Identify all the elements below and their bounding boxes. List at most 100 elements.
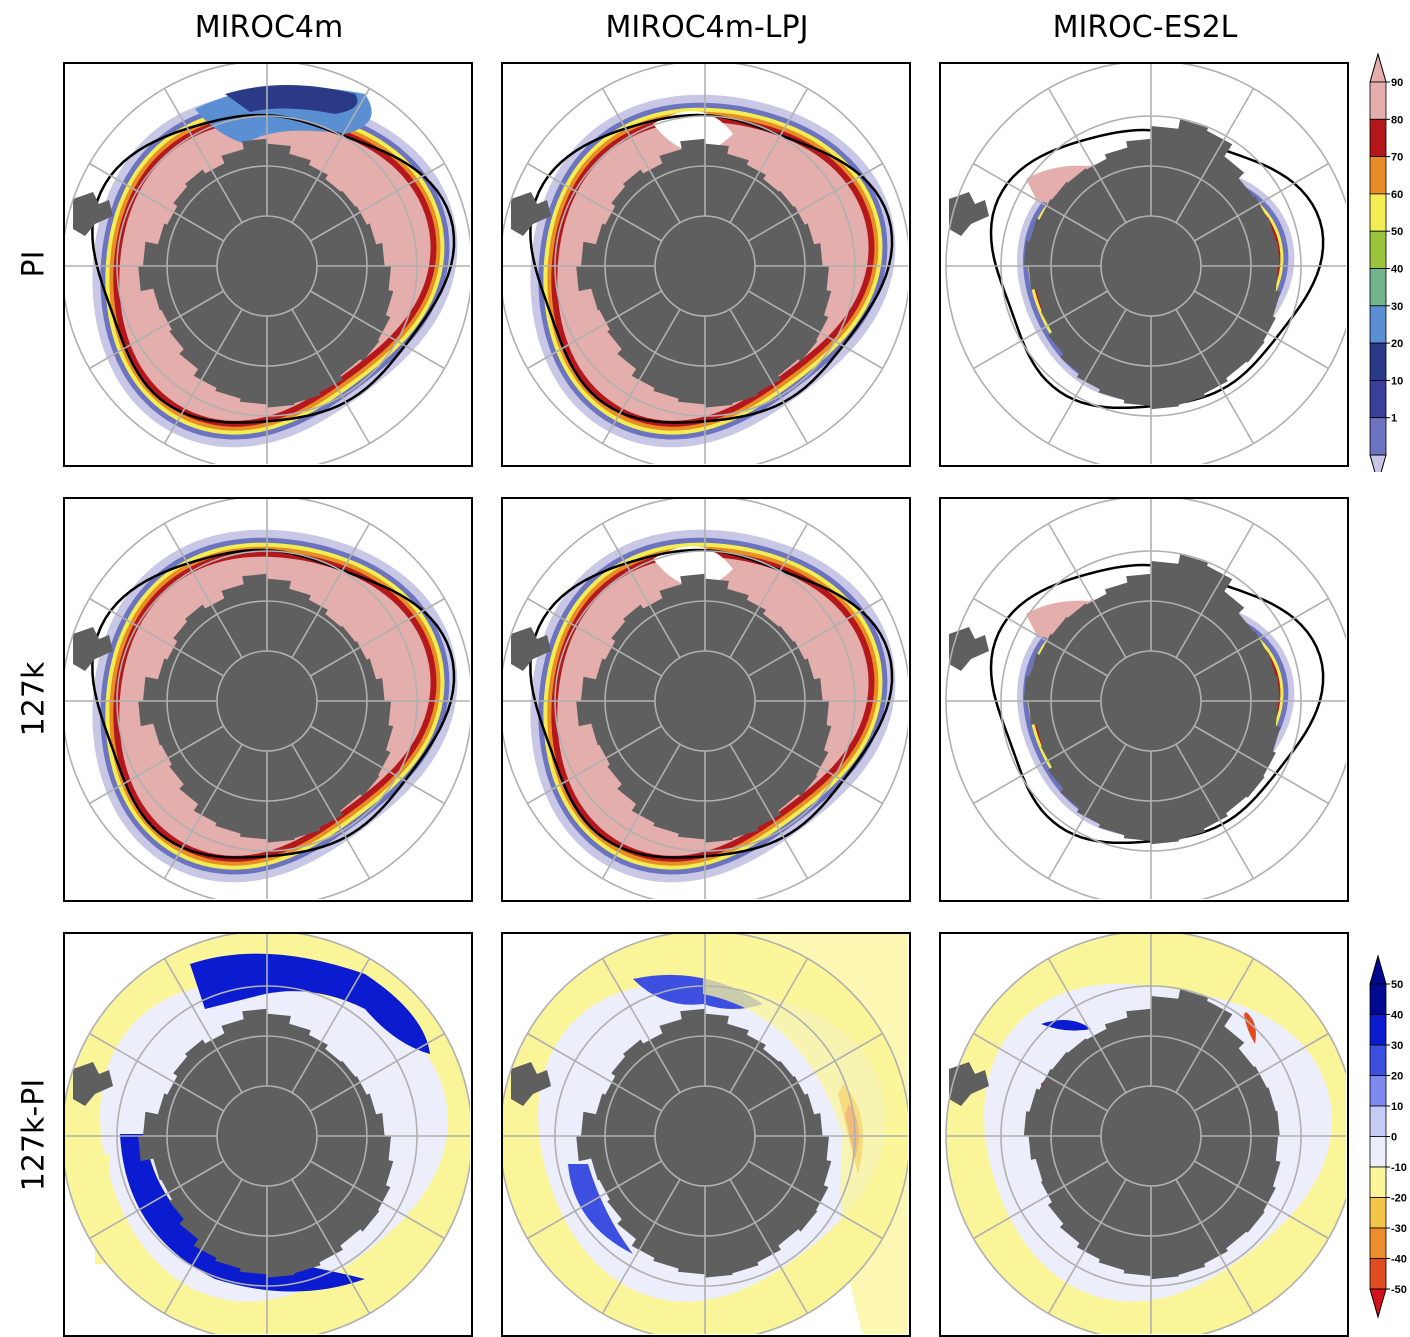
colorbar-segment xyxy=(1369,379,1387,419)
meridian-line xyxy=(729,743,809,879)
meridian-line xyxy=(729,1178,809,1314)
antarctic-continent xyxy=(576,138,832,408)
antarctic-continent xyxy=(576,573,832,843)
meridian-line xyxy=(89,1160,225,1240)
meridian-line xyxy=(729,523,809,659)
colorbar-tick-label: -40 xyxy=(1391,1254,1407,1266)
meridian-line xyxy=(527,1032,663,1112)
meridian-line xyxy=(1175,308,1255,444)
colorbar-segment xyxy=(1369,305,1387,344)
meridian-line xyxy=(729,308,809,444)
column-title-3: MIROC-ES2L xyxy=(1052,10,1238,45)
meridian-line xyxy=(747,162,883,242)
column-title-2: MIROC4m-LPJ xyxy=(605,10,809,45)
ice-free-sector xyxy=(643,64,908,154)
meridian-line xyxy=(309,597,445,677)
south-america-landmass xyxy=(949,627,989,671)
meridian-line xyxy=(601,88,681,224)
meridian-line xyxy=(163,308,243,444)
meridian-line xyxy=(89,290,225,370)
row-label-2: 127k xyxy=(16,661,52,737)
colorbar-segment xyxy=(1369,193,1387,232)
map-panel-pi-miroc4m-lpj xyxy=(501,62,911,467)
difference-negative-small xyxy=(95,1154,110,1264)
map-panel-127k-miroc-es2l xyxy=(939,497,1349,902)
antarctic-continent xyxy=(138,573,394,843)
meridian-line xyxy=(1175,743,1255,879)
meridian-line xyxy=(527,290,663,370)
colorbar-tick-label: 90 xyxy=(1391,77,1403,89)
colorbar-segment xyxy=(1369,417,1387,456)
meridian-line xyxy=(973,597,1109,677)
colorbar-segment xyxy=(1369,1227,1387,1259)
meridian-line xyxy=(601,743,681,879)
south-america-landmass xyxy=(511,627,551,671)
colorbar-min-arrow xyxy=(1369,1288,1387,1319)
difference-negative-small xyxy=(703,934,908,1334)
meridian-line xyxy=(1047,958,1127,1094)
difference-positive-large xyxy=(190,953,430,1054)
meridian-line xyxy=(973,290,1109,370)
colorbar-segment xyxy=(1369,1044,1387,1076)
colorbar-tick-label: 30 xyxy=(1391,1040,1403,1052)
meridian-line xyxy=(601,1178,681,1314)
colorbar-tick-label: -50 xyxy=(1391,1284,1407,1296)
colorbar-tick-label: 40 xyxy=(1391,1010,1403,1022)
map-panel-127k-miroc4m-lpj xyxy=(501,497,911,902)
meridian-line xyxy=(973,1160,1109,1240)
meridian-line xyxy=(973,162,1109,242)
row-label-3: 127k-PI xyxy=(16,1078,52,1192)
colorbar-segment xyxy=(1369,1105,1387,1137)
difference-positive xyxy=(568,1164,633,1254)
meridian-line xyxy=(1175,1178,1255,1314)
map-panel-diff-miroc4m xyxy=(63,932,473,1337)
colorbar-segment xyxy=(1369,1136,1387,1168)
colorbar-tick-label: 10 xyxy=(1391,1101,1403,1113)
colorbar-tick-label: 0 xyxy=(1391,1132,1397,1144)
row-label-1: PI xyxy=(16,250,52,278)
meridian-line xyxy=(973,725,1109,805)
meridian-line xyxy=(1193,290,1329,370)
colorbar-tick-label: 70 xyxy=(1391,152,1403,164)
meridian-line xyxy=(601,523,681,659)
meridian-line xyxy=(1193,725,1329,805)
south-america-landmass xyxy=(511,1062,551,1106)
colorbar-segment xyxy=(1369,268,1387,307)
meridian-line xyxy=(309,725,445,805)
colorbar-tick-label: -30 xyxy=(1391,1223,1407,1235)
antarctic-continent xyxy=(138,1008,394,1278)
south-america-landmass xyxy=(73,1062,113,1106)
colorbar-segment xyxy=(1369,118,1387,158)
meridian-line xyxy=(1047,308,1127,444)
meridian-line xyxy=(309,162,445,242)
meridian-line xyxy=(729,88,809,224)
colorbar-segment xyxy=(1369,81,1387,120)
meridian-line xyxy=(163,523,243,659)
colorbar-sea-ice-concentration: 90 80 70 60 50 40 30 20 10 1 xyxy=(1369,52,1403,472)
colorbar-tick-label: 30 xyxy=(1391,301,1403,313)
south-america-landmass xyxy=(73,192,113,236)
column-title-1: MIROC4m xyxy=(194,10,344,45)
meridian-line xyxy=(163,958,243,1094)
colorbar-min-arrow xyxy=(1369,454,1387,472)
meridian-line xyxy=(1047,743,1127,879)
meridian-line xyxy=(1047,1178,1127,1314)
colorbar-max-arrow xyxy=(1369,954,1387,985)
meridian-line xyxy=(291,523,371,659)
colorbar-segment xyxy=(1369,156,1387,195)
meridian-line xyxy=(1047,523,1127,659)
ice-free-embayment xyxy=(653,111,733,152)
meridian-line xyxy=(1193,162,1329,242)
meridian-line xyxy=(747,1160,883,1240)
map-panel-127k-miroc4m xyxy=(63,497,473,902)
meridian-line xyxy=(309,1160,445,1240)
meridian-line xyxy=(291,743,371,879)
meridian-line xyxy=(1193,597,1329,677)
meridian-line xyxy=(527,1160,663,1240)
colorbar-concentration-difference: 50 40 30 20 10 0 -10 -20 -30 -40 -50 xyxy=(1369,954,1407,1319)
antarctic-continent xyxy=(1023,989,1281,1280)
meridian-line xyxy=(747,597,883,677)
ice-concentration-30 xyxy=(225,85,358,114)
colorbar-segment xyxy=(1369,1258,1387,1290)
meridian-line xyxy=(309,1032,445,1112)
